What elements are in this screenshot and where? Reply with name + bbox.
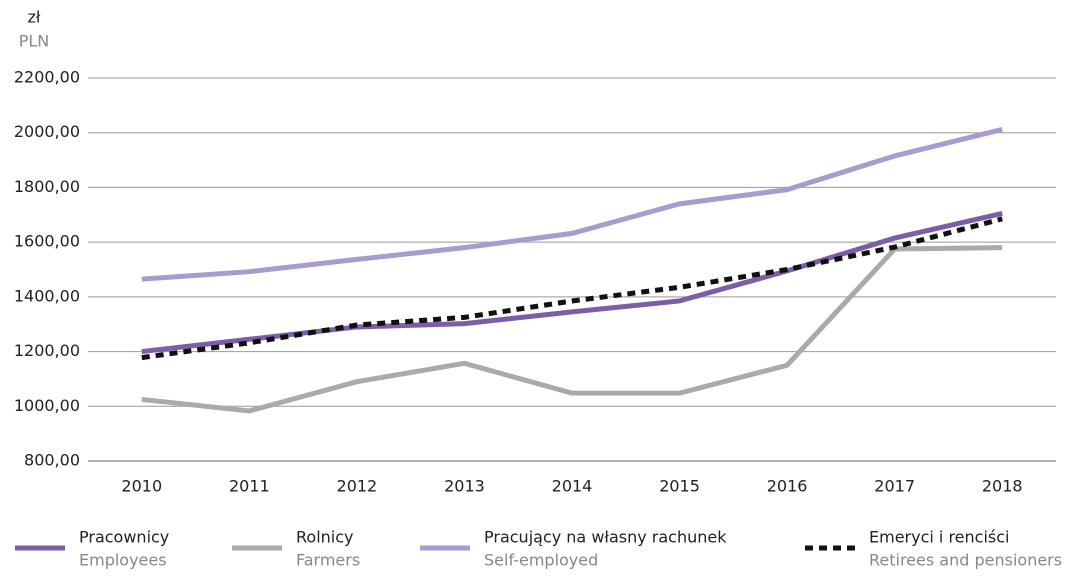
legend-label: Rolnicy [296, 528, 353, 547]
y-tick-label: 1200,00 [14, 341, 80, 360]
y-tick-label: 1600,00 [14, 232, 80, 251]
y-tick-label: 1400,00 [14, 286, 80, 305]
series-line [141, 216, 1003, 361]
legend-label: Emeryci i renciści [869, 528, 1009, 547]
legend-label-en: Self-employed [484, 551, 598, 570]
series-line [141, 127, 1003, 282]
legend-label: Pracujący na własny rachunek [484, 528, 727, 547]
series-line [141, 245, 1003, 414]
x-tick-label: 2014 [552, 477, 593, 496]
x-tick-label: 2010 [121, 477, 162, 496]
legend-label-en: Retirees and pensioners [869, 551, 1062, 570]
y-tick-label: 1000,00 [14, 396, 80, 415]
y-tick-label: 2200,00 [14, 68, 80, 87]
x-tick-label: 2015 [659, 477, 700, 496]
legend-label: Pracownicy [79, 528, 169, 547]
x-tick-label: 2018 [982, 477, 1023, 496]
x-tick-label: 2017 [874, 477, 915, 496]
y-tick-label: 2000,00 [14, 122, 80, 141]
unit-label-en: PLN [19, 32, 50, 51]
legend-label-en: Employees [79, 551, 167, 570]
x-tick-label: 2013 [444, 477, 485, 496]
y-tick-label: 1800,00 [14, 177, 80, 196]
y-tick-label: 800,00 [24, 451, 80, 470]
legend-label-en: Farmers [296, 551, 360, 570]
x-tick-label: 2012 [337, 477, 378, 496]
unit-label: zł [28, 8, 41, 27]
x-tick-label: 2016 [767, 477, 808, 496]
x-tick-label: 2011 [229, 477, 270, 496]
